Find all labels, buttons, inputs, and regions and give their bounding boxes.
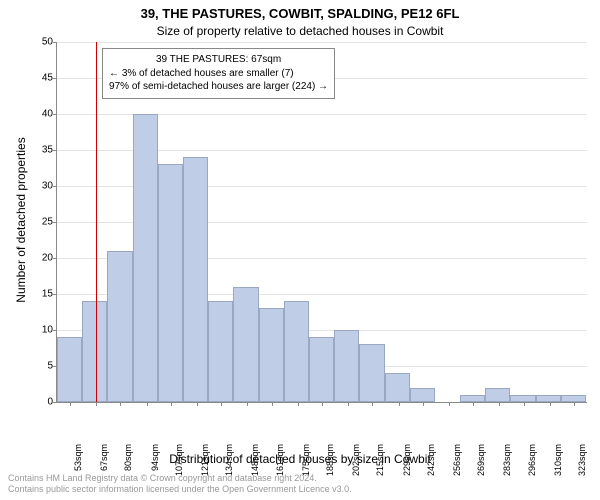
y-tick-label: 10 [29,325,53,336]
x-tick-mark [348,402,349,406]
x-tick-mark [272,402,273,406]
histogram-bar [82,301,107,402]
y-tick-mark [53,42,57,43]
x-tick-mark [574,402,575,406]
x-tick-mark [221,402,222,406]
gridline [57,42,587,43]
y-tick-mark [53,294,57,295]
chart-title-main: 39, THE PASTURES, COWBIT, SPALDING, PE12… [0,6,600,21]
y-tick-label: 25 [29,217,53,228]
x-tick-mark [171,402,172,406]
histogram-bar [208,301,233,402]
chart-container: 39, THE PASTURES, COWBIT, SPALDING, PE12… [0,0,600,500]
y-tick-label: 0 [29,397,53,408]
histogram-bar [259,308,284,402]
x-tick-mark [550,402,551,406]
x-tick-mark [96,402,97,406]
y-tick-mark [53,330,57,331]
x-tick-mark [473,402,474,406]
histogram-bar [107,251,132,402]
histogram-bar [359,344,384,402]
y-tick-label: 5 [29,361,53,372]
x-tick-mark [499,402,500,406]
y-tick-mark [53,114,57,115]
annotation-line1: 39 THE PASTURES: 67sqm [109,53,328,67]
x-tick-mark [197,402,198,406]
footer-line1: Contains HM Land Registry data © Crown c… [8,473,352,485]
y-tick-label: 20 [29,253,53,264]
x-tick-mark [322,402,323,406]
histogram-bar [57,337,82,402]
y-tick-mark [53,402,57,403]
x-tick-mark [247,402,248,406]
y-tick-mark [53,78,57,79]
marker-line [96,42,97,402]
x-tick-mark [147,402,148,406]
histogram-bar [536,395,561,402]
y-tick-label: 15 [29,289,53,300]
y-tick-mark [53,186,57,187]
footer-line2: Contains public sector information licen… [8,484,352,496]
x-tick-mark [423,402,424,406]
y-tick-label: 50 [29,37,53,48]
histogram-bar [183,157,208,402]
y-tick-mark [53,222,57,223]
histogram-bar [133,114,158,402]
x-tick-mark [524,402,525,406]
plot-area: 0510152025303540455053sqm67sqm80sqm94sqm… [56,42,587,403]
y-tick-mark [53,258,57,259]
x-tick-mark [120,402,121,406]
y-tick-label: 30 [29,181,53,192]
histogram-bar [485,388,510,402]
y-tick-label: 45 [29,73,53,84]
histogram-bar [233,287,258,402]
x-tick-mark [399,402,400,406]
histogram-bar [510,395,535,402]
x-axis-label: Distribution of detached houses by size … [0,452,600,466]
histogram-bar [561,395,586,402]
y-axis-label: Number of detached properties [14,60,28,380]
y-tick-mark [53,150,57,151]
histogram-bar [410,388,435,402]
x-tick-mark [298,402,299,406]
annotation-line2: ← 3% of detached houses are smaller (7) [109,67,328,81]
x-tick-mark [372,402,373,406]
histogram-bar [334,330,359,402]
chart-title-sub: Size of property relative to detached ho… [0,24,600,38]
histogram-bar [158,164,183,402]
annotation-line3: 97% of semi-detached houses are larger (… [109,80,328,94]
histogram-bar [385,373,410,402]
histogram-bar [309,337,334,402]
x-tick-mark [70,402,71,406]
footer-attribution: Contains HM Land Registry data © Crown c… [8,473,352,496]
y-tick-label: 40 [29,109,53,120]
annotation-box: 39 THE PASTURES: 67sqm ← 3% of detached … [102,48,335,99]
x-tick-mark [449,402,450,406]
histogram-bar [284,301,309,402]
histogram-bar [460,395,485,402]
y-tick-label: 35 [29,145,53,156]
